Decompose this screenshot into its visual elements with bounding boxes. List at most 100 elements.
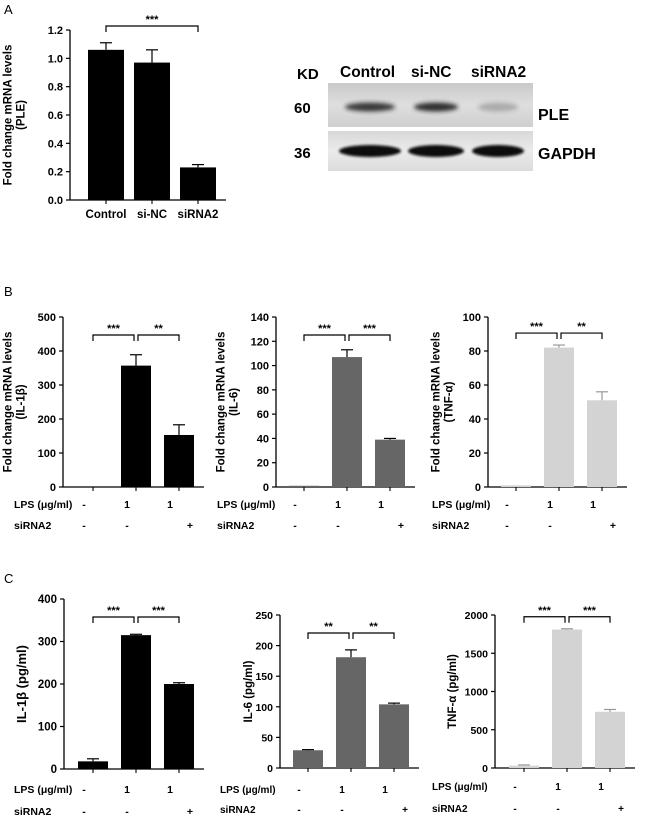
- y-tick-label: 1000: [465, 687, 489, 699]
- lps-value: 1: [590, 499, 596, 511]
- y-tick-label: 150: [255, 671, 273, 683]
- x-tick-label: si-NC: [137, 209, 167, 221]
- bar-chart-il6-protein: 0 50 100 150 200 250 IL-6 (pg/ml) LPS (μg/ml) si…: [220, 610, 419, 816]
- y-axis-title: IL-6 (pg/ml): [243, 660, 255, 722]
- y-tick-label: 50: [261, 732, 273, 744]
- significance-bracket: [303, 334, 346, 341]
- y-tick-label: 140: [251, 312, 269, 324]
- y-tick-label: 20: [257, 458, 269, 470]
- lps-value: 1: [335, 499, 341, 511]
- bar-chart-ple-mrna: 0.0 0.2 0.4 0.6 0.8 1.0 1.2 Fold change mRNA le…: [3, 14, 226, 221]
- x-tick-label: siRNA2: [178, 209, 219, 221]
- y-tick-label: 500: [38, 312, 56, 324]
- sirna-value: -: [340, 805, 343, 816]
- y-axis-title-line: (PLE): [16, 100, 28, 130]
- y-tick-label: 0: [267, 763, 273, 775]
- bar: [289, 485, 319, 487]
- y-tick-label: 1500: [465, 648, 489, 660]
- western-blot: KD Control si-NC siRNA2 60 36 PLE GAPDH: [294, 64, 596, 171]
- lps-value: 1: [598, 782, 604, 793]
- y-tick-label: 200: [38, 679, 57, 691]
- lps-value: 1: [555, 782, 561, 793]
- bar: [78, 761, 108, 769]
- lps-row-label: LPS (μg/ml): [432, 782, 488, 793]
- significance-label: ***: [583, 605, 597, 617]
- y-axis-title-line: (TNF-α): [444, 381, 456, 422]
- significance-label: ***: [152, 605, 166, 617]
- ple-band: [345, 102, 395, 112]
- lps-row-label: LPS (μg/ml): [432, 499, 490, 511]
- sirna-value: +: [398, 520, 404, 532]
- significance-label: **: [369, 621, 378, 633]
- sirna-row-label: siRNA2: [14, 520, 52, 532]
- significance-bracket: [560, 332, 603, 340]
- lps-value: 1: [124, 784, 130, 796]
- y-tick-label: 60: [469, 380, 481, 392]
- lps-value: 1: [339, 785, 345, 796]
- y-tick-label: 20: [469, 448, 481, 460]
- lane-label-sirna2: siRNA2: [471, 64, 526, 81]
- y-axis-title: Fold change mRNA levels (PLE): [3, 45, 28, 186]
- bar: [595, 711, 625, 768]
- mw-label-60: 60: [294, 100, 311, 117]
- gapdh-band: [472, 145, 524, 157]
- sirna-row-label: siRNA2: [432, 804, 468, 815]
- bar: [501, 485, 531, 487]
- sirna-value: +: [187, 806, 193, 818]
- y-tick-label: 100: [38, 448, 56, 460]
- sirna-value: +: [618, 804, 624, 815]
- y-axis-title-line: IL-6 (pg/ml): [243, 660, 255, 722]
- significance-bracket: [137, 616, 180, 623]
- sirna-row-label: siRNA2: [432, 520, 470, 532]
- bar: [293, 750, 323, 768]
- gapdh-band: [408, 145, 464, 157]
- sirna-value: -: [125, 520, 129, 532]
- significance-bracket: [307, 632, 350, 639]
- bar: [164, 434, 194, 487]
- y-tick-label: 250: [255, 610, 273, 622]
- y-tick-label: 120: [251, 336, 269, 348]
- sirna-value: -: [548, 520, 552, 532]
- lps-value: -: [293, 499, 297, 511]
- lps-value: 1: [382, 785, 388, 796]
- gapdh-band: [339, 145, 401, 157]
- y-tick-label: 300: [38, 380, 56, 392]
- bar: [336, 657, 366, 768]
- panel-letter-b: B: [4, 284, 13, 299]
- sirna-value: +: [402, 805, 408, 816]
- y-axis-title: Fold change mRNA levels (IL-1β): [3, 332, 28, 473]
- y-axis-title-line: (IL-6): [229, 388, 241, 416]
- bar: [134, 62, 170, 201]
- y-axis-title-line: Fold change mRNA levels: [3, 332, 15, 473]
- significance-label: **: [154, 323, 163, 335]
- y-axis-title: Fold change mRNA levels (TNF-α): [431, 332, 456, 473]
- y-tick-label: 400: [38, 594, 57, 606]
- sirna-value: -: [513, 804, 516, 815]
- y-tick-label: 2000: [465, 610, 489, 622]
- y-tick-label: 0: [482, 763, 488, 775]
- sirna-value: -: [556, 804, 559, 815]
- x-tick-label: Control: [86, 209, 127, 221]
- significance-label: ***: [107, 323, 121, 335]
- significance-label: ***: [107, 605, 121, 617]
- bar: [121, 635, 151, 769]
- significance-bracket: [523, 616, 566, 623]
- y-tick-label: 400: [38, 346, 56, 358]
- significance-bracket: [105, 25, 199, 32]
- protein-label-ple: PLE: [538, 107, 569, 124]
- significance-label: **: [577, 321, 586, 333]
- y-tick-label: 80: [469, 346, 481, 358]
- bar: [552, 629, 582, 768]
- significance-bracket: [92, 334, 135, 341]
- y-axis-title-line: IL-1β (pg/ml): [14, 645, 29, 723]
- bar-chart-il6-mrna: 0 20 40 60 80 100 120 140 Fold change mRNA level…: [216, 312, 415, 532]
- y-tick-label: 300: [38, 637, 57, 649]
- bar: [121, 365, 151, 487]
- bar: [587, 400, 617, 487]
- significance-label: ***: [363, 323, 377, 335]
- significance-bracket: [515, 332, 558, 340]
- bar: [509, 765, 539, 768]
- y-tick-label: 0.8: [48, 82, 63, 94]
- bar-chart-tnfa-mrna: 0 20 40 60 80 100 Fold change mRNA levels (TNF-…: [431, 312, 627, 532]
- sirna-value: -: [82, 520, 86, 532]
